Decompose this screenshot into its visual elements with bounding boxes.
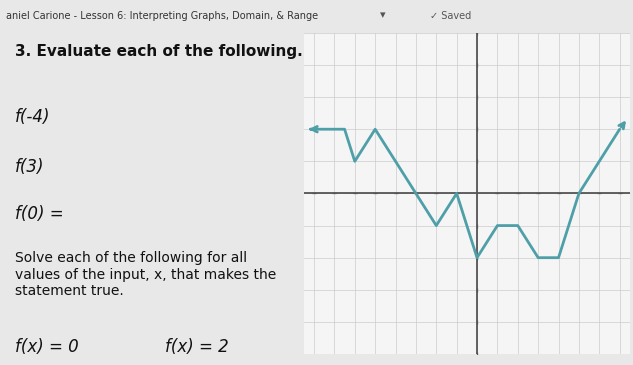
Text: ✓ Saved: ✓ Saved [430,11,472,20]
Text: f(-4): f(-4) [15,108,51,126]
Text: 3. Evaluate each of the following.: 3. Evaluate each of the following. [15,45,303,59]
Text: Solve each of the following for all
values of the input, x, that makes the
state: Solve each of the following for all valu… [15,251,276,298]
Text: f(x) = 2: f(x) = 2 [165,338,229,356]
Text: f(x) = 0: f(x) = 0 [15,338,78,356]
Text: ▾: ▾ [380,11,385,20]
Text: aniel Carione - Lesson 6: Interpreting Graphs, Domain, & Range: aniel Carione - Lesson 6: Interpreting G… [6,11,318,20]
Text: f(3): f(3) [15,158,44,176]
Text: f(0) =: f(0) = [15,205,64,223]
